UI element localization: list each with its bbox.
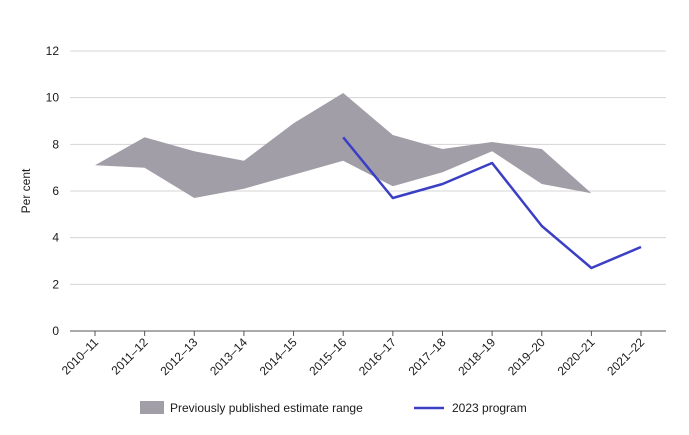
series-range-area <box>95 93 592 198</box>
y-tick-label: 6 <box>52 184 59 198</box>
legend: Previously published estimate range 2023… <box>140 401 527 415</box>
x-axis: 2010–11 2011–12 2012–13 2013–14 2014–15 2015–… <box>59 331 647 378</box>
x-tick-label: 2021–22 <box>604 335 647 378</box>
series-line <box>342 136 642 270</box>
x-tick-label: 2016–17 <box>356 335 399 378</box>
x-tick-label: 2020–21 <box>555 335 598 378</box>
series-layer <box>95 93 642 270</box>
x-tick-label: 2015–16 <box>306 335 349 378</box>
x-tick-label: 2017–18 <box>406 335 449 378</box>
legend-label-range: Previously published estimate range <box>170 401 363 415</box>
y-tick-label: 8 <box>52 137 59 151</box>
legend-label-line: 2023 program <box>452 401 527 415</box>
x-tick-label: 2014–15 <box>257 335 300 378</box>
y-tick-label: 4 <box>52 231 59 245</box>
gridlines <box>70 50 666 332</box>
x-tick-label: 2010–11 <box>59 335 102 378</box>
x-tick-label: 2013–14 <box>207 335 250 378</box>
y-tick-label: 2 <box>52 277 59 291</box>
x-tick-label: 2012–13 <box>157 335 200 378</box>
y-tick-label: 12 <box>46 44 60 58</box>
x-tick-label: 2019–20 <box>505 335 548 378</box>
y-tick-label: 0 <box>52 324 59 338</box>
y-axis-ticks: 0 2 4 6 8 10 12 <box>46 44 60 338</box>
x-tick-label: 2018–19 <box>455 335 498 378</box>
x-tick-label: 2011–12 <box>108 335 151 378</box>
y-tick-label: 10 <box>46 91 60 105</box>
legend-swatch-range <box>140 401 164 414</box>
y-axis-title: Per cent <box>19 168 33 213</box>
